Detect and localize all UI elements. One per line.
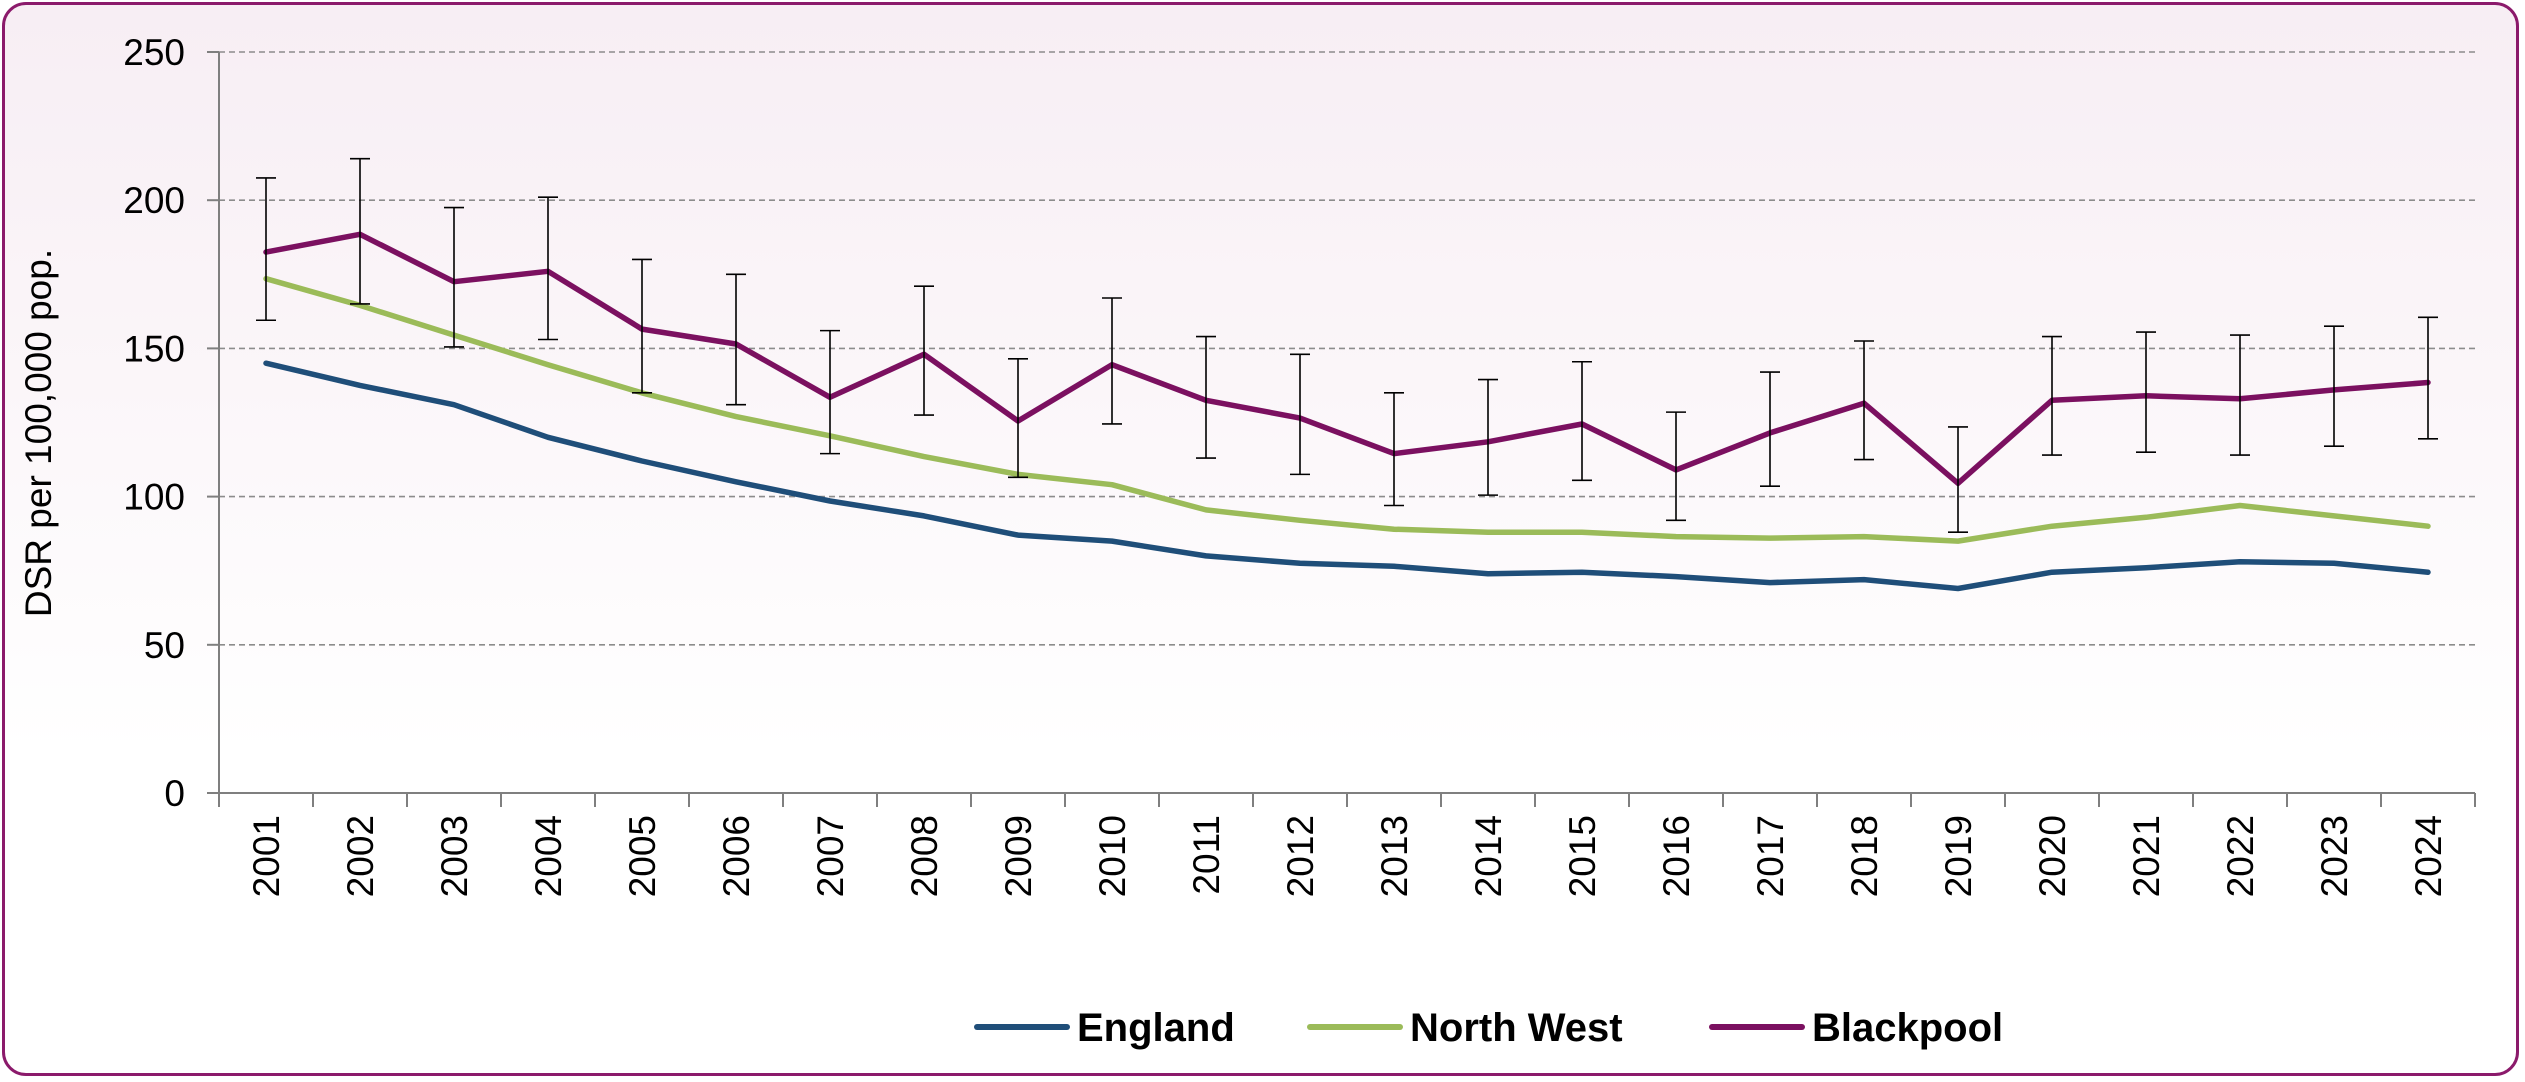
x-tick-label: 2012 — [1280, 815, 1321, 897]
x-tick-label: 2004 — [528, 815, 569, 897]
x-tick-label: 2005 — [622, 815, 663, 897]
x-tick-label: 2015 — [1562, 815, 1603, 897]
legend: England North West Blackpool — [974, 1006, 2003, 1050]
x-tick-label: 2022 — [2220, 815, 2261, 897]
gridlines — [219, 51, 2475, 646]
x-tick-label: 2017 — [1750, 815, 1791, 897]
x-tick-label: 2001 — [246, 815, 287, 897]
y-tick-label: 250 — [123, 32, 185, 73]
x-tick-label: 2008 — [904, 815, 945, 897]
x-tick-label: 2021 — [2126, 815, 2167, 897]
y-axis-title: DSR per 100,000 pop. — [18, 249, 59, 617]
x-tick-label: 2019 — [1938, 815, 1979, 897]
x-tick-label: 2002 — [340, 815, 381, 897]
axes: 0 50 100 150 200 250 2001 2002 2003 2004 2005 2006 2… — [123, 32, 2476, 897]
x-tick-label: 2014 — [1468, 815, 1509, 897]
y-tick-label: 150 — [123, 328, 185, 369]
legend-label-blackpool: Blackpool — [1812, 1006, 2003, 1050]
legend-label-north-west: North West — [1410, 1006, 1623, 1050]
legend-label-england: England — [1077, 1006, 1235, 1050]
x-tick-label: 2013 — [1374, 815, 1415, 897]
y-tick-label: 100 — [123, 477, 185, 518]
x-tick-label: 2011 — [1186, 815, 1227, 895]
series-lines — [263, 231, 2431, 592]
y-tick-label: 50 — [144, 625, 185, 666]
x-tick-label: 2023 — [2314, 815, 2355, 897]
x-tick-label: 2020 — [2032, 815, 2073, 897]
series-line-north-west — [263, 275, 2431, 544]
y-tick-label: 0 — [164, 773, 185, 814]
x-tick-label: 2009 — [998, 815, 1039, 897]
x-tick-label: 2010 — [1092, 815, 1133, 897]
y-tick-label: 200 — [123, 180, 185, 221]
line-chart: 0 50 100 150 200 250 2001 2002 2003 2004 2005 2006 2… — [18, 32, 2476, 1050]
x-tick-label: 2003 — [434, 815, 475, 897]
x-tick-label: 2006 — [716, 815, 757, 897]
x-tick-label: 2007 — [810, 815, 851, 897]
error-bars — [256, 157, 2438, 533]
series-line-england — [263, 360, 2431, 592]
x-tick-label: 2024 — [2408, 815, 2449, 897]
series-line-blackpool — [263, 231, 2431, 487]
x-tick-label: 2016 — [1656, 815, 1697, 897]
x-tick-label: 2018 — [1844, 815, 1885, 897]
